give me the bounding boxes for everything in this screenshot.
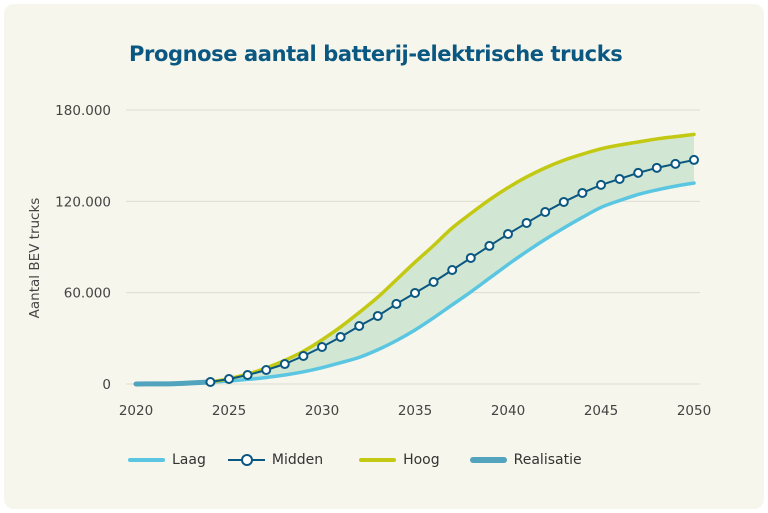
midden-marker [465, 252, 476, 263]
legend-item-hoog[interactable]: Hoog [359, 452, 440, 468]
midden-marker [596, 179, 606, 190]
midden-marker [484, 240, 495, 251]
legend: Laag Midden Hoog Realisatie [128, 449, 604, 471]
y-axis-label: Aantal BEV trucks [27, 198, 43, 319]
midden-marker [372, 310, 383, 321]
chart-title: Prognose aantal batterij-elektrische tru… [129, 42, 623, 66]
legend-item-midden[interactable]: Midden [227, 452, 324, 468]
midden-marker [410, 287, 420, 298]
midden-marker [521, 217, 532, 228]
x-tick-label: 2035 [398, 403, 432, 419]
x-tick-label: 2020 [119, 403, 153, 419]
legend-item-laag[interactable]: Laag [128, 452, 206, 468]
scenario-band [210, 134, 694, 383]
x-tick-label: 2050 [677, 403, 711, 419]
y-tick-label: 0 [102, 377, 111, 393]
midden-marker [317, 342, 327, 353]
midden-marker [689, 154, 699, 165]
x-tick-label: 2040 [491, 403, 525, 419]
midden-marker [447, 264, 458, 275]
legend-label-midden: Midden [271, 452, 324, 468]
legend-swatch-laag [128, 458, 165, 462]
series-line-hoog [208, 132, 696, 384]
legend-label-realisatie: Realisatie [513, 452, 582, 468]
legend-swatch-hoog [359, 458, 397, 462]
midden-marker [651, 162, 662, 173]
x-tick-label: 2030 [305, 403, 339, 419]
midden-marker [577, 187, 588, 198]
chart-card [4, 4, 764, 509]
y-tick-label: 60.000 [64, 286, 111, 302]
midden-marker [503, 229, 513, 240]
midden-marker [242, 370, 253, 381]
midden-marker [614, 173, 625, 184]
legend-swatch-midden [227, 454, 265, 466]
midden-marker [670, 158, 681, 169]
midden-marker [335, 331, 346, 342]
legend-swatch-realisatie [469, 457, 507, 463]
series-line-realisatie [133, 379, 213, 387]
legend-label-laag: Laag [172, 452, 206, 468]
midden-marker [540, 206, 551, 217]
midden-marker [279, 359, 290, 370]
midden-marker [558, 196, 569, 207]
legend-label-hoog: Hoog [403, 452, 440, 468]
midden-marker [261, 364, 272, 375]
midden-marker [633, 167, 644, 178]
midden-marker [298, 350, 309, 361]
midden-marker [354, 321, 365, 332]
y-tick-label: 180.000 [55, 103, 111, 119]
legend-item-realisatie[interactable]: Realisatie [469, 452, 582, 468]
midden-marker [391, 298, 402, 309]
y-tick-label: 120.000 [55, 194, 111, 210]
midden-marker [205, 377, 216, 388]
midden-marker [224, 373, 234, 384]
series-line-laag [208, 181, 696, 384]
x-tick-label: 2045 [584, 403, 618, 419]
x-tick-label: 2025 [212, 403, 246, 419]
midden-marker [428, 277, 439, 288]
